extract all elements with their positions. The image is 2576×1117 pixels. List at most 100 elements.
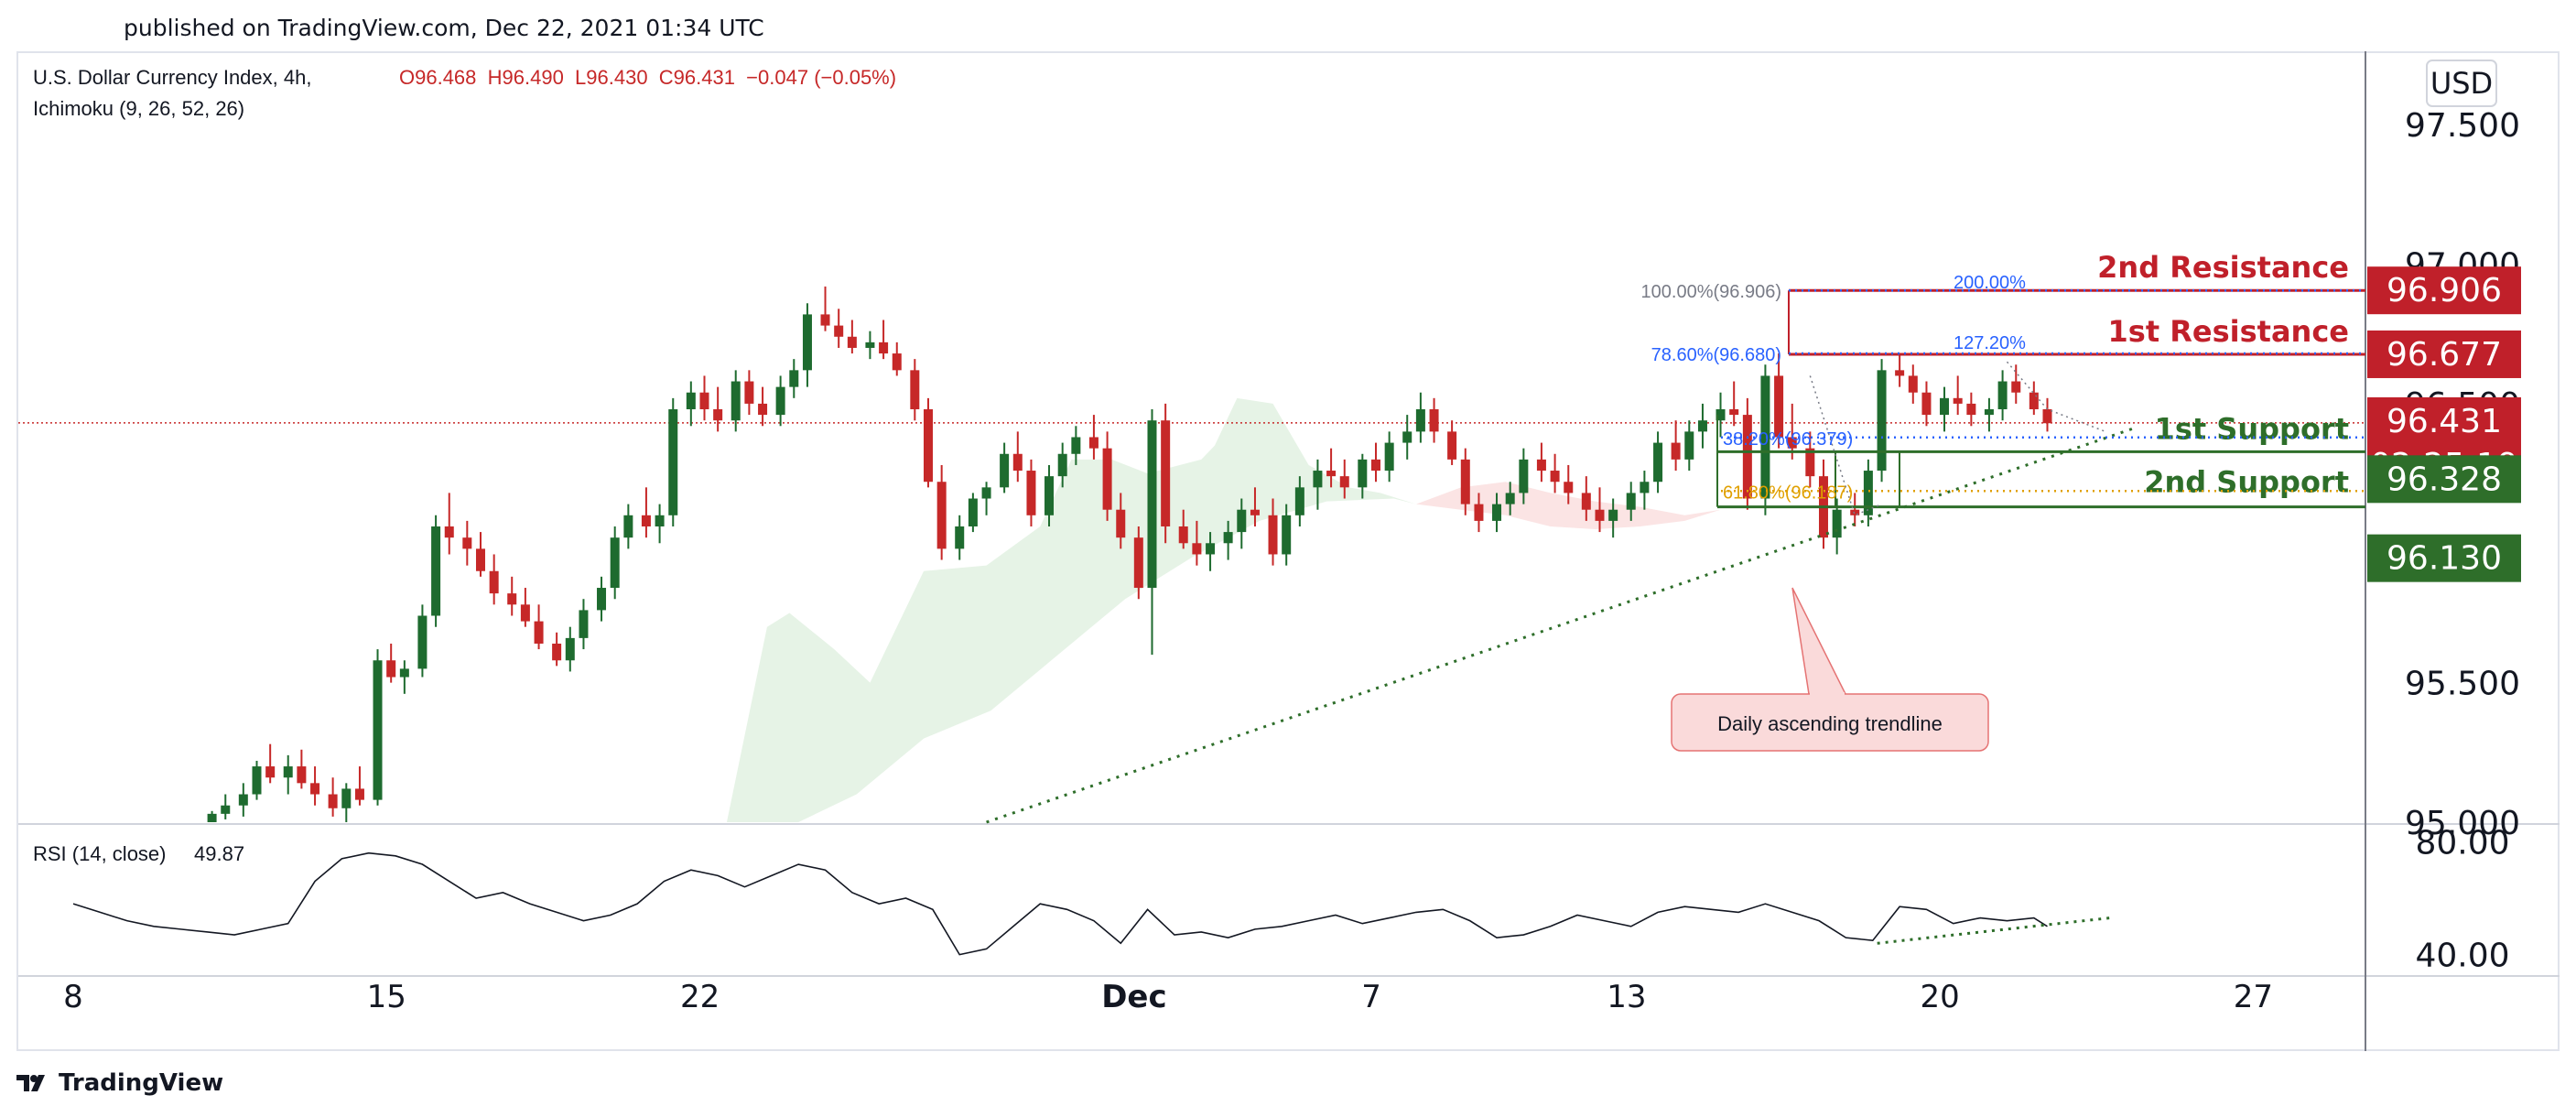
candle-down: [834, 325, 844, 337]
candle-up: [1626, 493, 1636, 510]
candle-up: [1863, 471, 1873, 515]
candle-down: [758, 403, 768, 416]
time-tick: 22: [680, 979, 720, 1015]
chart-frame[interactable]: [16, 51, 2560, 1051]
candle-down: [1595, 509, 1605, 521]
time-tick: 7: [1361, 979, 1381, 1015]
candle-up: [1358, 459, 1368, 488]
candle-up: [610, 537, 620, 589]
callout-pointer: [1791, 587, 1847, 695]
candle-up: [1147, 420, 1157, 589]
rsi-trendline: [1877, 916, 2111, 945]
candle-up: [968, 498, 978, 526]
time-tick: 27: [2234, 979, 2273, 1015]
candle-up: [1505, 493, 1515, 504]
callout-join: [1810, 692, 1845, 698]
candle-up: [1402, 431, 1412, 443]
candle-up: [1697, 420, 1707, 432]
candle-down: [507, 593, 517, 605]
candle-down: [297, 766, 307, 784]
price-tick: 95.500: [2405, 666, 2520, 703]
candle-down: [1116, 509, 1126, 538]
candle-down: [820, 314, 830, 326]
candle-down: [1581, 493, 1591, 510]
candle-up: [373, 660, 383, 800]
fib-127-label: 127.20%: [1954, 333, 2026, 353]
candle-down: [1326, 471, 1337, 477]
candle-down: [1536, 459, 1546, 472]
candle-down: [1250, 509, 1260, 515]
candle-down: [1012, 453, 1023, 472]
currency-button[interactable]: [2426, 60, 2497, 107]
time-axis[interactable]: 8 15 22 Dec 7 13 20 27: [63, 979, 2273, 1015]
candle-down: [386, 660, 396, 678]
legend-indicator: Ichimoku (9, 26, 52, 26): [33, 97, 244, 120]
candle-up: [1071, 437, 1081, 454]
candle-up: [341, 788, 352, 808]
fib-38-label: 38.20%(96.379): [1723, 429, 1853, 450]
candle-up: [579, 610, 589, 638]
candle-down: [1474, 504, 1484, 521]
candle-down: [475, 548, 485, 571]
support-1-label: 1st Support: [2155, 411, 2349, 446]
candle-down: [534, 621, 544, 644]
fib-61-label: 61.80%(96.187): [1723, 483, 1853, 503]
candle-up: [1716, 409, 1726, 421]
fib-78-label: 78.60%(96.680): [1651, 345, 1781, 365]
candle-up: [623, 515, 633, 538]
candle-down: [910, 370, 920, 410]
price-tick: 95.000: [2405, 805, 2520, 842]
candle-up: [1294, 487, 1304, 515]
candle-down: [1787, 437, 1797, 449]
candle-down: [1133, 537, 1143, 589]
candle-up: [1608, 509, 1618, 521]
candle-down: [1370, 459, 1380, 472]
price-axis[interactable]: 97.50095.50095.00097.00096.50096.90696.6…: [2367, 107, 2521, 975]
candle-down: [520, 604, 530, 622]
candle-down: [1742, 415, 1752, 499]
candle-up: [789, 370, 799, 387]
candle-up: [802, 314, 812, 371]
resistance-2-price-box: [2367, 266, 2521, 315]
candle-down: [1908, 375, 1918, 393]
resistance-1-price-box-text: 96.677: [2387, 336, 2502, 374]
candle-down: [1192, 543, 1202, 555]
support-1-price-box: [2367, 455, 2521, 504]
candle-down: [2029, 392, 2039, 410]
candle-down: [744, 381, 754, 404]
candle-down: [641, 515, 651, 526]
daily-ascending-trendline: [986, 427, 2133, 824]
candle-down: [354, 788, 364, 800]
candle-down: [699, 392, 709, 410]
currency-label[interactable]: USD: [2430, 66, 2493, 101]
support-2-price-box: [2367, 534, 2521, 582]
candle-down: [328, 794, 338, 808]
candle-up: [1313, 471, 1323, 488]
last-price-box-text: 96.431: [2387, 403, 2502, 440]
candle-down: [847, 336, 857, 348]
candle-up: [1223, 532, 1233, 544]
cloud-bullish: [726, 397, 1416, 822]
candle-up: [1237, 509, 1247, 533]
candle-down: [1774, 375, 1784, 438]
candle-up: [1984, 409, 1994, 416]
candle-up: [399, 668, 409, 678]
candle-down: [1966, 403, 1976, 416]
cloud-bearish: [1416, 482, 1721, 530]
time-tick: 13: [1607, 979, 1646, 1015]
candlesticks: [207, 286, 2052, 822]
rsi-pane: [72, 851, 2111, 956]
fib-200-label: 200.00%: [1954, 273, 2026, 293]
candle-up: [1684, 431, 1694, 460]
candle-down: [1102, 448, 1112, 510]
candle-down: [310, 783, 320, 795]
ichimoku-cloud: [726, 397, 1721, 822]
candle-down: [923, 409, 933, 483]
candle-down: [462, 537, 472, 549]
candle-up: [1940, 397, 1950, 416]
tradingview-logo[interactable]: TradingView: [16, 1069, 223, 1097]
candle-down: [1088, 437, 1099, 449]
candle-down: [892, 353, 902, 371]
price-tick: 97.500: [2405, 107, 2520, 145]
